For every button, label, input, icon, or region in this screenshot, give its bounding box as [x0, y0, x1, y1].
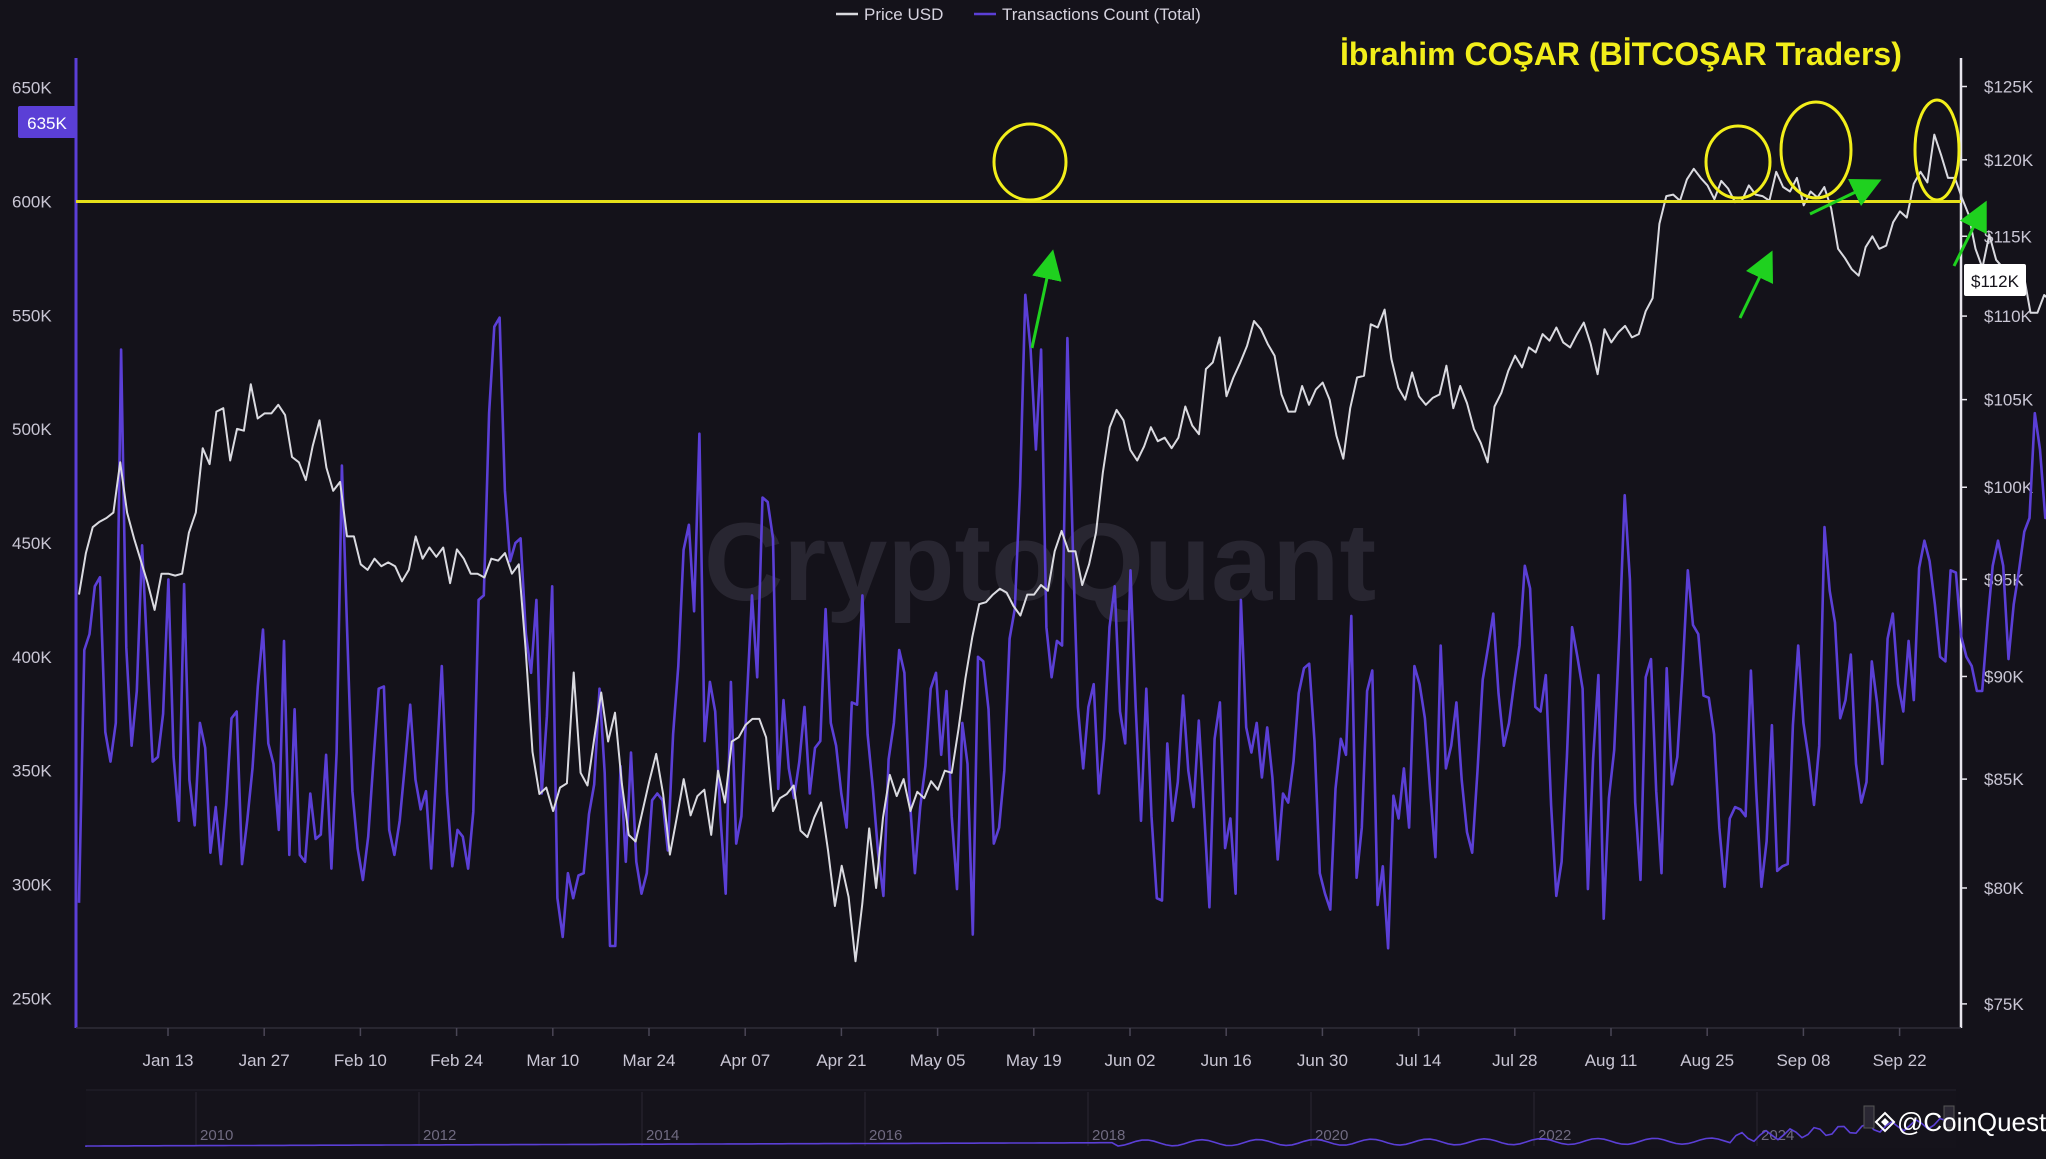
series-line-price — [78, 133, 2046, 963]
arrow-up-2 — [1738, 250, 1774, 319]
navigator-label-3: 2016 — [869, 1127, 902, 1144]
x-tick-7: Apr 21 — [816, 1051, 866, 1070]
x-tick-9: May 19 — [1006, 1051, 1062, 1070]
y-right-ticks: $125K$120K$115K$110K$105K$100K$95K$90K$8… — [1961, 78, 2034, 1014]
x-tick-17: Sep 08 — [1776, 1051, 1830, 1070]
y-left-tick-3: 500K — [12, 420, 52, 439]
highlight-circle-late-sep — [1913, 98, 1961, 202]
y-left-tick-8: 250K — [12, 989, 52, 1008]
legend-label-tx[interactable]: Transactions Count (Total) — [1002, 5, 1201, 24]
x-tick-18: Sep 22 — [1873, 1051, 1927, 1070]
y-left-tick-6: 350K — [12, 762, 52, 781]
highlight-circle-may — [992, 122, 1068, 202]
navigator-track[interactable] — [86, 1090, 1956, 1148]
left-value-badge: 635K — [18, 106, 76, 138]
x-tick-1: Jan 27 — [239, 1051, 290, 1070]
x-tick-3: Feb 24 — [430, 1051, 483, 1070]
navigator-label-2: 2014 — [646, 1127, 679, 1144]
credit: @CoinQuest — [1874, 1107, 2046, 1137]
x-tick-12: Jun 30 — [1297, 1051, 1348, 1070]
navigator-label-1: 2012 — [423, 1127, 456, 1144]
y-right-tick-3: $110K — [1984, 307, 2033, 326]
navigator[interactable]: 2010 2012 2014 2016 2018 2020 2022 2024 — [85, 1089, 1956, 1148]
y-right-tick-9: $80K — [1984, 879, 2024, 898]
navigator-label-4: 2018 — [1092, 1127, 1125, 1144]
x-tick-0: Jan 13 — [142, 1051, 193, 1070]
navigator-label-0: 2010 — [200, 1127, 233, 1144]
x-tick-14: Jul 28 — [1492, 1051, 1537, 1070]
x-tick-4: Mar 10 — [526, 1051, 579, 1070]
x-tick-13: Jul 14 — [1396, 1051, 1441, 1070]
y-right-tick-8: $85K — [1984, 770, 2024, 789]
y-left-tick-2: 550K — [12, 306, 52, 325]
navigator-handle-right[interactable] — [1943, 1105, 1955, 1129]
y-right-tick-10: $75K — [1984, 995, 2024, 1014]
watermark: CryptoQuant — [704, 501, 1376, 624]
highlight-circle-sep — [1779, 100, 1853, 200]
y-left-tick-5: 400K — [12, 648, 52, 667]
legend-label-price[interactable]: Price USD — [864, 5, 943, 24]
binance-logo-icon-inner — [1881, 1118, 1889, 1126]
right-badge-text: $112K — [1971, 272, 2020, 291]
x-ticks: Jan 13 Jan 27 Feb 10 Feb 24 Mar 10 Mar 24 Apr … — [142, 1028, 1927, 1070]
series-line-transactions — [77, 293, 2046, 950]
y-left-ticks: 650K 600K 550K 500K 450K 400K 350K 300K 250K — [12, 79, 52, 1009]
x-tick-10: Jun 02 — [1104, 1051, 1155, 1070]
x-tick-16: Aug 25 — [1680, 1051, 1734, 1070]
x-tick-15: Aug 11 — [1585, 1051, 1638, 1070]
y-right-tick-7: $90K — [1984, 667, 2024, 686]
y-right-tick-4: $105K — [1984, 391, 2034, 410]
x-tick-8: May 05 — [910, 1051, 966, 1070]
x-tick-2: Feb 10 — [334, 1051, 387, 1070]
y-right-tick-0: $125K — [1984, 78, 2034, 97]
navigator-handle-left[interactable] — [1863, 1105, 1875, 1129]
binance-logo-icon — [1874, 1111, 1896, 1133]
y-right-tick-2: $115K — [1984, 227, 2033, 246]
navigator-label-7: 2024 — [1761, 1127, 1794, 1144]
credit-text: @CoinQuest — [1897, 1107, 2046, 1137]
right-value-badge: $112K — [1964, 264, 2026, 296]
legend[interactable]: Price USD Transactions Count (Total) — [836, 5, 1201, 24]
left-badge-text: 635K — [27, 114, 67, 133]
x-tick-11: Jun 16 — [1201, 1051, 1252, 1070]
x-tick-5: Mar 24 — [623, 1051, 676, 1070]
y-left-tick-0: 650K — [12, 79, 52, 98]
arrow-up-1 — [1030, 249, 1062, 349]
highlight-circle-aug — [1704, 124, 1772, 200]
y-right-tick-5: $100K — [1984, 478, 2034, 497]
y-left-tick-1: 600K — [12, 192, 52, 211]
annotation-author: İbrahim COŞAR (BİTCOŞAR Traders) — [1340, 36, 1902, 72]
y-left-tick-7: 300K — [12, 876, 52, 895]
arrow-up-4 — [1952, 200, 1987, 267]
y-left-tick-4: 450K — [12, 534, 52, 553]
arrow-up-3 — [1809, 179, 1882, 216]
x-tick-6: Apr 07 — [720, 1051, 770, 1070]
y-right-tick-1: $120K — [1984, 151, 2034, 170]
navigator-series-line — [85, 1117, 1953, 1147]
navigator-label-5: 2020 — [1315, 1127, 1348, 1144]
